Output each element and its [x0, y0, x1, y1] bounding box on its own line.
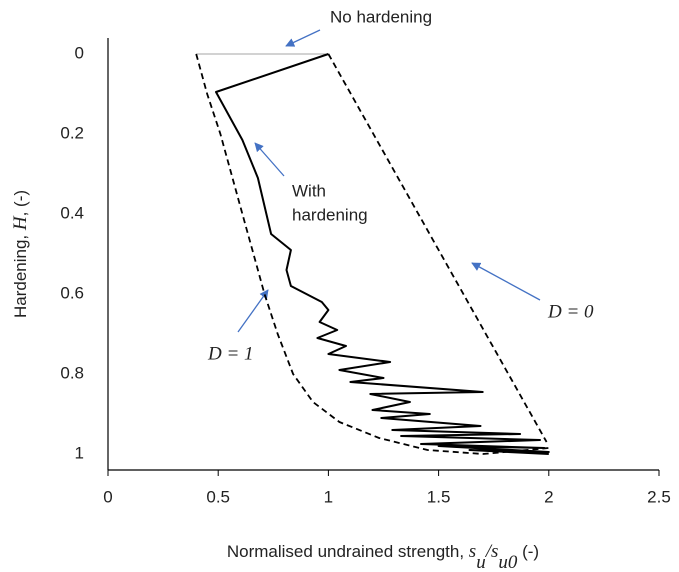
arrow	[285, 29, 321, 47]
x-tick-label: 0	[103, 487, 112, 506]
x-axis-label-part: s	[469, 541, 476, 562]
series-line	[327, 53, 548, 443]
y-tick-label: 0	[75, 43, 84, 62]
y-axis-label: Hardening, H, (-)	[10, 190, 31, 318]
x-tick-label: 2.5	[647, 487, 671, 506]
x-axis-label-part: s	[491, 541, 498, 562]
annotation: D = 0	[547, 301, 594, 322]
x-tick-label: 2	[544, 487, 553, 506]
annotation: No hardening	[330, 7, 432, 26]
x-axis-label-part: Normalised undrained strength,	[227, 542, 469, 561]
y-tick-label: 0.4	[60, 203, 84, 222]
arrow	[237, 289, 269, 333]
y-tick-label: 1	[75, 443, 84, 462]
x-tick-label: 0.5	[206, 487, 230, 506]
x-axis-label-part: u	[476, 552, 486, 572]
arrow	[471, 262, 541, 301]
series-line	[195, 53, 549, 455]
arrow	[254, 142, 285, 177]
annotation: hardening	[292, 205, 368, 224]
x-axis-label-part: /	[485, 541, 493, 562]
y-axis-label-part: , (-)	[11, 190, 30, 216]
x-axis-label-part: (-)	[517, 542, 539, 561]
y-axis-label-part: H	[10, 215, 31, 231]
series-line	[215, 53, 550, 455]
y-axis-label-part: Hardening,	[11, 230, 30, 318]
annotation: With	[292, 181, 326, 200]
x-tick-label: 1	[324, 487, 333, 506]
annotation: D = 1	[207, 343, 254, 364]
x-axis-label-part: u0	[498, 552, 518, 572]
x-axis-label: Normalised undrained strength, su/su0 (-…	[227, 541, 539, 572]
y-tick-label: 0.2	[60, 123, 84, 142]
y-tick-label: 0.8	[60, 363, 84, 382]
y-tick-label: 0.6	[60, 283, 84, 302]
x-tick-label: 1.5	[427, 487, 451, 506]
